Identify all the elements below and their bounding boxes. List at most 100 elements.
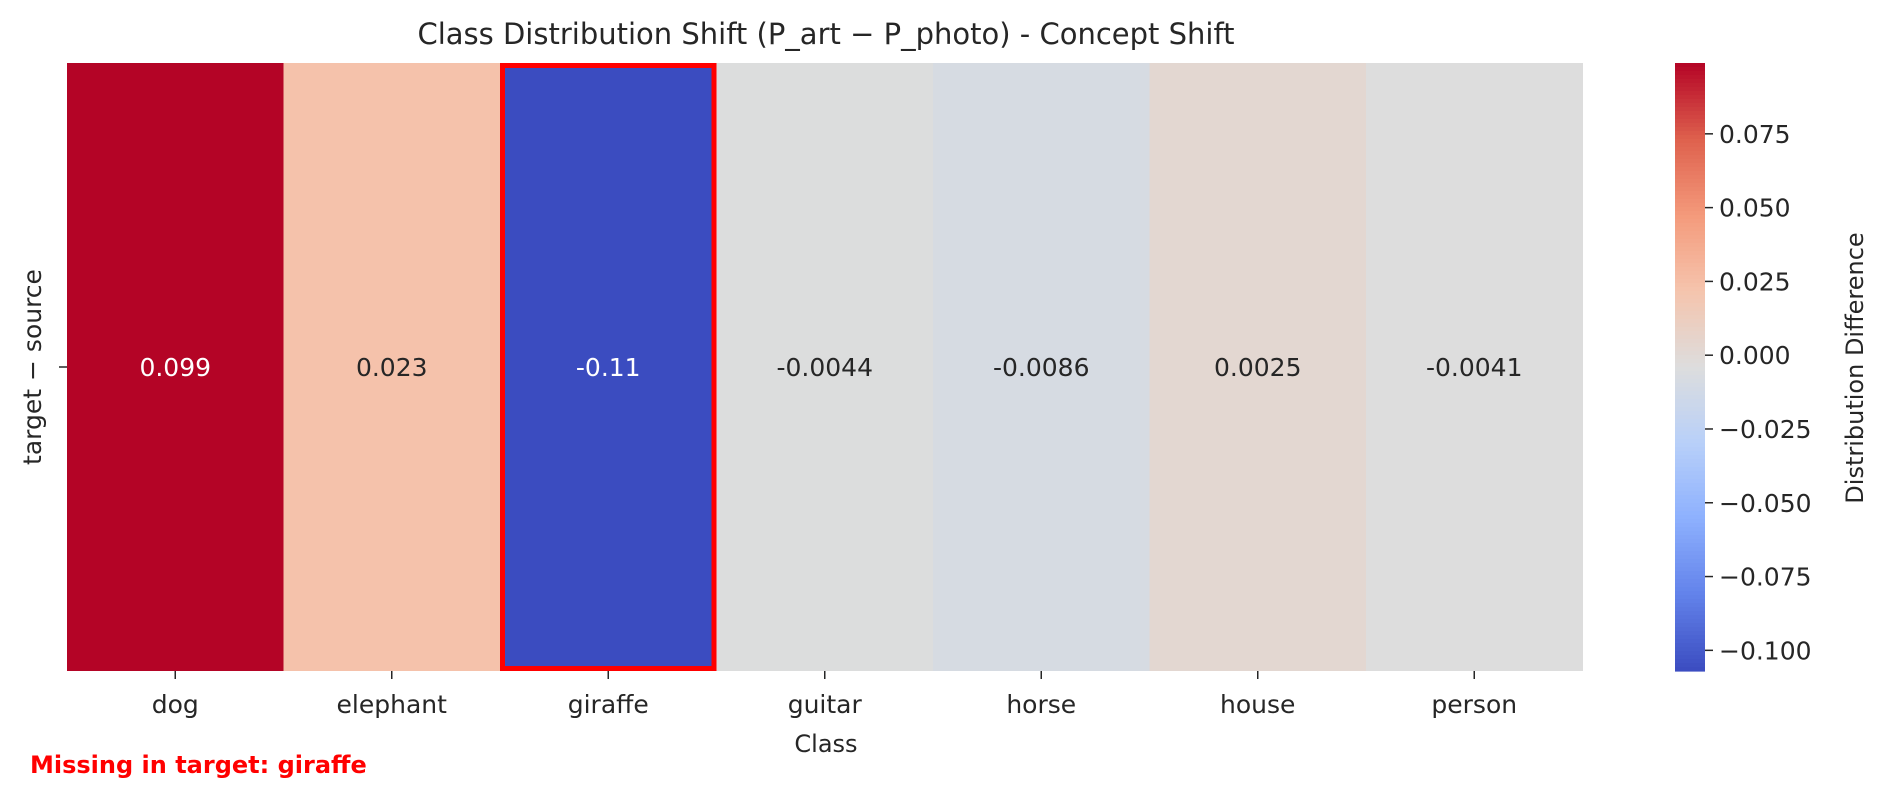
chart-title: Class Distribution Shift (P_art − P_phot… [417,17,1234,51]
colorbar-segment [1675,343,1705,348]
colorbar-segment [1675,511,1705,516]
colorbar-segment [1675,71,1705,76]
colorbar-segment [1675,411,1705,416]
colorbar-segment [1675,551,1705,556]
colorbar-segment [1675,383,1705,388]
colorbar-segment [1675,615,1705,620]
colorbar-segment [1675,203,1705,208]
colorbar-segment [1675,219,1705,224]
colorbar-segment [1675,579,1705,584]
colorbar-segment [1675,231,1705,236]
colorbar-segment [1675,663,1705,668]
colorbar-segment [1675,339,1705,344]
colorbar: 0.075 0.050 0.025 0.000 −0.025 −0.050 −0.075 −0… [1675,63,1812,672]
y-tick-label: target − source [18,269,47,465]
colorbar-segment [1675,543,1705,548]
colorbar-segment [1675,111,1705,116]
colorbar-segment [1675,591,1705,596]
colorbar-segment [1675,371,1705,376]
colorbar-segment [1675,443,1705,448]
x-tick-label: giraffe [568,690,649,719]
colorbar-segment [1675,403,1705,408]
colorbar-segment [1675,435,1705,440]
colorbar-segment [1675,415,1705,420]
colorbar-segment [1675,583,1705,588]
colorbar-segment [1675,571,1705,576]
colorbar-segment [1675,487,1705,492]
colorbar-segment [1675,475,1705,480]
colorbar-segment [1675,143,1705,148]
colorbar-segment [1675,211,1705,216]
colorbar-segment [1675,399,1705,404]
cell-value-label: -0.0041 [1426,353,1523,382]
heatmap-cell-horse [933,63,1150,671]
colorbar-segment [1675,131,1705,136]
colorbar-segment [1675,667,1705,672]
cell-value-label: -0.0044 [777,353,874,382]
colorbar-segment [1675,531,1705,536]
colorbar-tick-label: 0.075 [1719,120,1791,149]
colorbar-segment [1675,467,1705,472]
heatmap-cell-person [1366,63,1583,671]
heatmap-cell-guitar [716,63,934,671]
colorbar-segment [1675,471,1705,476]
colorbar-segment [1675,243,1705,248]
colorbar-segment [1675,239,1705,244]
colorbar-segment [1675,499,1705,504]
colorbar-segment [1675,119,1705,124]
colorbar-segment [1675,183,1705,188]
colorbar-segment [1675,63,1705,68]
colorbar-segment [1675,651,1705,656]
colorbar-segment [1675,631,1705,636]
colorbar-segment [1675,223,1705,228]
colorbar-segment [1675,599,1705,604]
colorbar-tick-label: 0.050 [1719,194,1791,223]
missing-annotation: Missing in target: giraffe [30,751,367,779]
colorbar-segment [1675,159,1705,164]
colorbar-segment [1675,347,1705,352]
colorbar-segment [1675,643,1705,648]
colorbar-segment [1675,623,1705,628]
colorbar-segment [1675,259,1705,264]
y-axis-ticks: target − source [18,269,67,465]
colorbar-segment [1675,495,1705,500]
x-axis-label: Class [794,730,857,758]
colorbar-segment [1675,87,1705,92]
colorbar-tick-label: 0.025 [1719,267,1791,296]
colorbar-segment [1675,95,1705,100]
colorbar-segment [1675,363,1705,368]
colorbar-segment [1675,195,1705,200]
colorbar-segment [1675,331,1705,336]
colorbar-segment [1675,123,1705,128]
colorbar-segment [1675,227,1705,232]
colorbar-segment [1675,451,1705,456]
cell-value-label: 0.023 [356,353,428,382]
highlight-box [500,63,717,671]
colorbar-segment [1675,215,1705,220]
colorbar-segment [1675,587,1705,592]
colorbar-segment [1675,115,1705,120]
colorbar-segment [1675,127,1705,132]
heatmap-cell-house [1149,63,1367,671]
colorbar-segment [1675,319,1705,324]
heatmap-cell-giraffe [500,63,717,671]
heatmap-cell-elephant [283,63,501,671]
colorbar-segment [1675,303,1705,308]
colorbar-segment [1675,607,1705,612]
colorbar-tick-label: −0.050 [1719,489,1812,518]
colorbar-segment [1675,287,1705,292]
colorbar-segment [1675,187,1705,192]
colorbar-segment [1675,307,1705,312]
colorbar-segment [1675,367,1705,372]
colorbar-segment [1675,247,1705,252]
colorbar-segment [1675,83,1705,88]
cell-value-label: 0.0025 [1214,353,1301,382]
colorbar-segment [1675,427,1705,432]
x-axis-ticks: dog elephant giraffe guitar horse house person [152,671,1517,719]
colorbar-segment [1675,175,1705,180]
colorbar-segment [1675,527,1705,532]
colorbar-segment [1675,255,1705,260]
colorbar-segment [1675,311,1705,316]
colorbar-segment [1675,359,1705,364]
colorbar-segment [1675,103,1705,108]
